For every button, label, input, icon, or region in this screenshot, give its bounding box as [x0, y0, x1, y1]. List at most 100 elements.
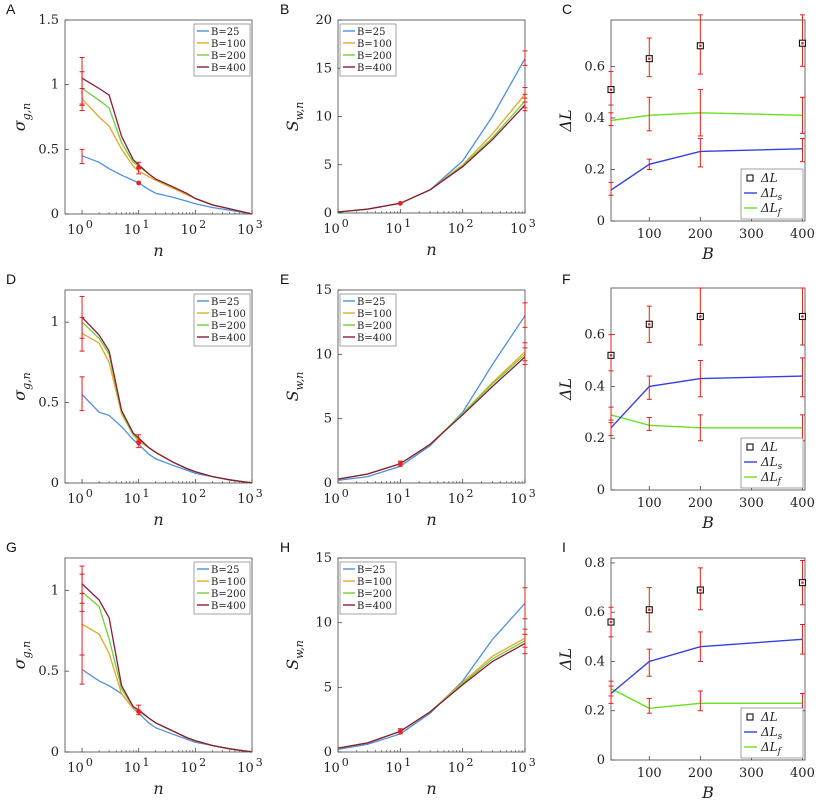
dL-center-dot [647, 608, 651, 612]
x-tick-label: 10 2 [448, 217, 474, 237]
legend-label: B=200 [211, 321, 246, 332]
legend-label: B=25 [357, 27, 385, 38]
series-line-B200 [337, 640, 526, 749]
y-tick-label: 0.2 [584, 162, 605, 177]
panel-letter: I [562, 539, 566, 555]
y-axis-label: Sw,n [283, 102, 306, 132]
x-tick-label: 400 [790, 766, 815, 781]
dL-s-line [610, 148, 803, 191]
x-tick-label: 10 2 [448, 487, 474, 507]
legend-swatch-square [746, 443, 754, 451]
dL-center-dot [699, 588, 702, 592]
series-line-B25 [81, 668, 253, 753]
series-line-B400 [81, 77, 253, 215]
y-tick-label: 10 [315, 616, 332, 631]
panel-E: E 0 5 10 15 10 0 10 1 10 2 10 3 n Sw,n B=25B=100B=200B=… [280, 271, 536, 529]
y-axis-label: Sw,n [283, 640, 306, 670]
dL-s-line [610, 638, 803, 695]
dL-center-dot [609, 354, 613, 357]
legend-label: B=100 [357, 577, 392, 588]
x-axis-label: n [153, 510, 163, 529]
legend-label: B=400 [357, 333, 392, 344]
legend-label: B=200 [357, 51, 392, 62]
panel-letter: E [280, 271, 289, 287]
y-tick-label: 15 [315, 283, 332, 298]
y-axis-label: ΔL [556, 109, 575, 132]
x-tick-label: 200 [688, 496, 713, 511]
y-tick-label: 5 [324, 158, 332, 173]
legend-label: ΔL [760, 171, 778, 185]
panel-letter: B [280, 1, 289, 17]
x-tick-label: 300 [739, 227, 764, 242]
series-line-B25 [337, 315, 526, 482]
y-tick-label: 0.5 [38, 664, 59, 679]
y-tick-label: 0.2 [584, 704, 605, 719]
dL-s-line [610, 375, 803, 429]
series-line-B25 [81, 394, 253, 484]
panel-D: D 0 0.5 1 10 0 10 1 10 2 10 3 n σg,n B=25B=100B=200B=4… [6, 271, 263, 529]
y-tick-label: 1 [51, 78, 59, 93]
legend-label: ΔLf [760, 201, 783, 218]
x-axis-label: n [426, 240, 436, 259]
series-line-B100 [81, 623, 253, 753]
y-tick-label: 0 [597, 483, 605, 498]
y-axis-label: ΔL [556, 648, 575, 671]
series-line-B400 [81, 583, 253, 753]
x-tick-label: 300 [739, 496, 764, 511]
y-tick-label: 10 [315, 347, 332, 362]
dL-center-dot [801, 315, 804, 318]
marker-point [136, 165, 142, 170]
legend-label: B=25 [211, 27, 239, 38]
panel-A: A 0 0.5 1 1.5 10 0 10 1 10 2 10 3 n σg,n B=25B=100B=200… [6, 1, 263, 260]
marker-point [136, 440, 142, 446]
y-tick-label: 5 [324, 680, 332, 695]
y-axis-label: σg,n [10, 372, 33, 401]
x-tick-label: 10 2 [181, 756, 207, 776]
y-tick-label: 0.5 [38, 396, 59, 411]
dL-f-line [610, 112, 803, 122]
x-tick-label: 10 2 [181, 487, 207, 507]
dL-center-dot [647, 322, 651, 326]
x-tick-label: 10 3 [510, 756, 536, 776]
x-tick-label: 10 3 [510, 217, 536, 237]
y-tick-label: 0.2 [584, 431, 605, 446]
dL-center-dot [609, 620, 613, 624]
series-line-B400 [337, 356, 526, 480]
dL-center-dot [699, 315, 702, 318]
y-tick-label: 0 [324, 745, 332, 760]
x-tick-label: 10 1 [124, 487, 150, 507]
legend-label: ΔLf [760, 740, 783, 757]
marker-point [397, 728, 403, 734]
legend-label: B=100 [357, 39, 392, 50]
x-tick-label: 10 1 [386, 756, 412, 776]
legend-label: B=25 [357, 565, 385, 576]
x-axis-label: B [701, 513, 714, 532]
panel-letter: F [562, 271, 571, 287]
x-axis-label: B [701, 244, 714, 263]
x-tick-label: 10 2 [448, 756, 474, 776]
y-tick-label: 0 [324, 206, 332, 221]
x-tick-label: 100 [637, 766, 662, 781]
x-axis-label: B [701, 783, 714, 802]
legend-label: ΔLs [760, 186, 783, 203]
x-tick-label: 10 1 [386, 487, 412, 507]
y-tick-label: 1 [51, 583, 59, 598]
series-line-B100 [81, 98, 253, 215]
y-tick-label: 15 [315, 61, 332, 76]
y-tick-label: 1.5 [38, 13, 59, 28]
y-tick-label: 0.6 [584, 605, 605, 620]
axes-frame [337, 289, 526, 484]
panel-letter: H [280, 539, 290, 555]
dL-center-dot [801, 41, 804, 45]
series-line-B100 [337, 93, 526, 213]
y-tick-label: 15 [315, 551, 332, 566]
